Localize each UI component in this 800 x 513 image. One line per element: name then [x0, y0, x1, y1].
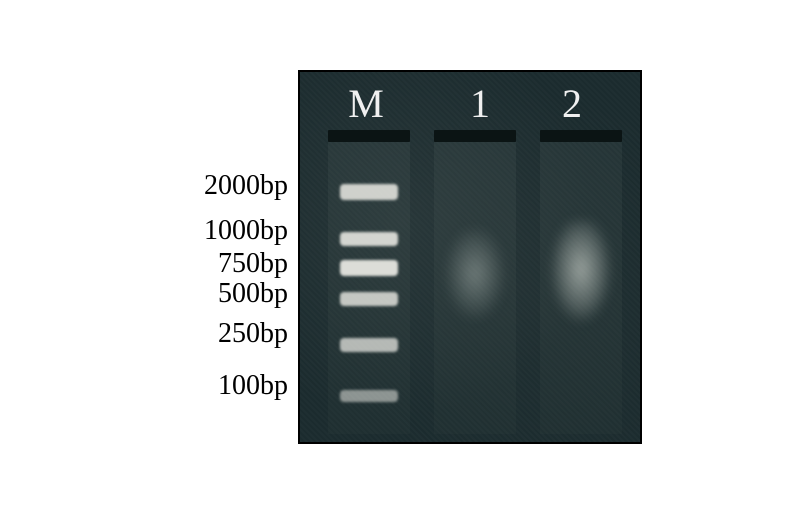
sample-lane-1 [434, 142, 516, 432]
lane-header-1: 1 [460, 80, 500, 127]
band-250bp [340, 338, 398, 352]
band-750bp [340, 260, 398, 276]
band-1000bp [340, 232, 398, 246]
well-1 [434, 130, 516, 142]
size-label-2000: 2000bp [204, 170, 288, 202]
size-label-100: 100bp [218, 370, 288, 402]
well-2 [540, 130, 622, 142]
gel-figure: 2000bp 1000bp 750bp 500bp 250bp 100bp M … [158, 70, 642, 444]
size-label-column: 2000bp 1000bp 750bp 500bp 250bp 100bp [158, 70, 288, 440]
size-label-500: 500bp [218, 278, 288, 310]
size-label-250: 250bp [218, 318, 288, 350]
gel-image: M 1 2 [298, 70, 642, 444]
well-M [328, 130, 410, 142]
band-100bp [340, 390, 398, 402]
size-label-750: 750bp [218, 248, 288, 280]
smear-lane-2 [550, 220, 612, 350]
sample-lane-2 [540, 142, 622, 432]
lane-header-M: M [336, 80, 396, 127]
marker-lane [328, 142, 410, 432]
band-500bp [340, 292, 398, 306]
lane-header-2: 2 [552, 80, 592, 127]
smear-lane-1 [444, 228, 506, 342]
size-label-1000: 1000bp [204, 215, 288, 247]
band-2000bp [340, 184, 398, 200]
